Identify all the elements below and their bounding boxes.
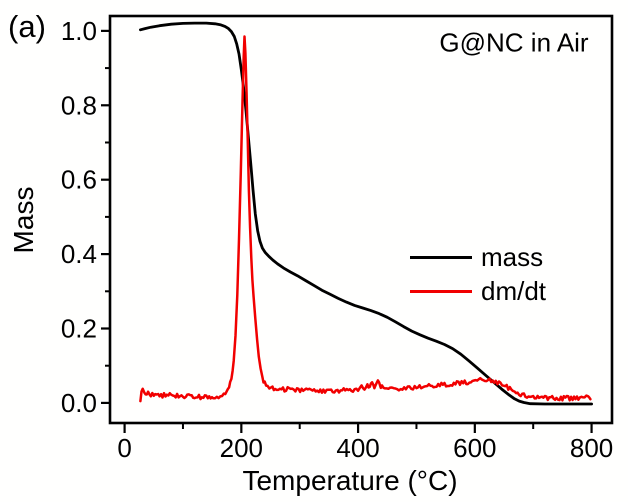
y-axis-tick-label: 1.0 <box>61 16 97 46</box>
mass-curve <box>139 21 593 406</box>
dmdt-curve <box>139 35 592 403</box>
x-axis-tick-label: 600 <box>453 433 496 463</box>
y-axis-tick-label: 0.2 <box>61 314 97 344</box>
legend-label-mass: mass <box>481 242 544 272</box>
x-axis-tick-label: 400 <box>336 433 379 463</box>
y-axis-tick-label: 0.8 <box>61 90 97 120</box>
dmdt-line-swatch <box>410 289 472 293</box>
y-axis-tick-label: 0.4 <box>61 239 97 269</box>
x-axis-tick-label: 800 <box>570 433 613 463</box>
x-axis-tick-label: 200 <box>220 433 263 463</box>
legend-entry-dmdt: dm/dt <box>410 274 546 308</box>
mass-line-swatch <box>410 255 472 259</box>
y-axis-title: Mass <box>8 186 39 254</box>
legend-entry-mass: mass <box>410 240 546 274</box>
plot-frame <box>108 14 614 425</box>
legend: mass dm/dt <box>410 240 546 308</box>
y-axis-tick-label: 0.6 <box>61 165 97 195</box>
y-axis-tick-label: 0.0 <box>61 388 97 418</box>
legend-label-dmdt: dm/dt <box>481 276 547 306</box>
panel-label: (a) <box>8 9 46 44</box>
x-axis-tick-label: 0 <box>117 433 131 463</box>
chart-annotation: G@NC in Air <box>439 27 589 58</box>
x-axis-title: Temperature (°C) <box>242 465 458 496</box>
